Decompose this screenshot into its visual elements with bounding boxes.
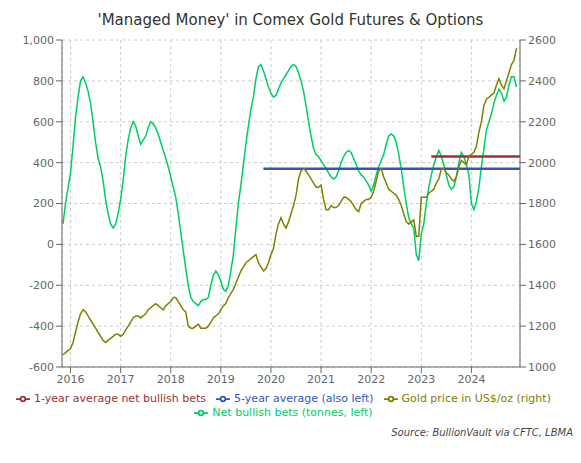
svg-text:-400: -400 <box>29 320 54 333</box>
html-text:Gold price in US$/oz (right): Gold price in US$/oz (right) <box>401 392 551 405</box>
svg-text:2000: 2000 <box>528 157 556 170</box>
svg-text:1800: 1800 <box>528 197 556 210</box>
svg-text:2022: 2022 <box>357 373 385 386</box>
svg-text:0: 0 <box>47 238 54 251</box>
svg-text:1400: 1400 <box>528 279 556 292</box>
html-text:Net bullish bets (tonnes, left: Net bullish bets (tonnes, left) <box>212 406 373 419</box>
svg-text:2017: 2017 <box>107 373 135 386</box>
svg-text:1000: 1000 <box>528 361 556 374</box>
svg-text:800: 800 <box>33 75 54 88</box>
svg-text:400: 400 <box>33 157 54 170</box>
svg-text:2200: 2200 <box>528 116 556 129</box>
svg-text:1600: 1600 <box>528 238 556 251</box>
svg-text:600: 600 <box>33 116 54 129</box>
svg-text:2600: 2600 <box>528 34 556 47</box>
svg-text:1,000: 1,000 <box>23 34 55 47</box>
svg-text:2018: 2018 <box>157 373 185 386</box>
html-text:'Managed Money' in Comex Gold: 'Managed Money' in Comex Gold Futures & … <box>97 11 484 29</box>
svg-text:2024: 2024 <box>457 373 485 386</box>
svg-text:1200: 1200 <box>528 320 556 333</box>
svg-text:2019: 2019 <box>207 373 235 386</box>
svg-text:2023: 2023 <box>407 373 435 386</box>
html-text:Source: BullionVault via CFTC,: Source: BullionVault via CFTC, LBMA <box>391 427 573 438</box>
svg-text:-200: -200 <box>29 279 54 292</box>
svg-text:2016: 2016 <box>57 373 85 386</box>
html-text:1-year average net bullish bet: 1-year average net bullish bets <box>34 392 207 405</box>
svg-text:2020: 2020 <box>257 373 285 386</box>
svg-text:2400: 2400 <box>528 75 556 88</box>
html-text:5-year average (also left): 5-year average (also left) <box>234 392 374 405</box>
svg-text:-600: -600 <box>29 361 54 374</box>
svg-text:200: 200 <box>33 197 54 210</box>
svg-text:2021: 2021 <box>307 373 335 386</box>
